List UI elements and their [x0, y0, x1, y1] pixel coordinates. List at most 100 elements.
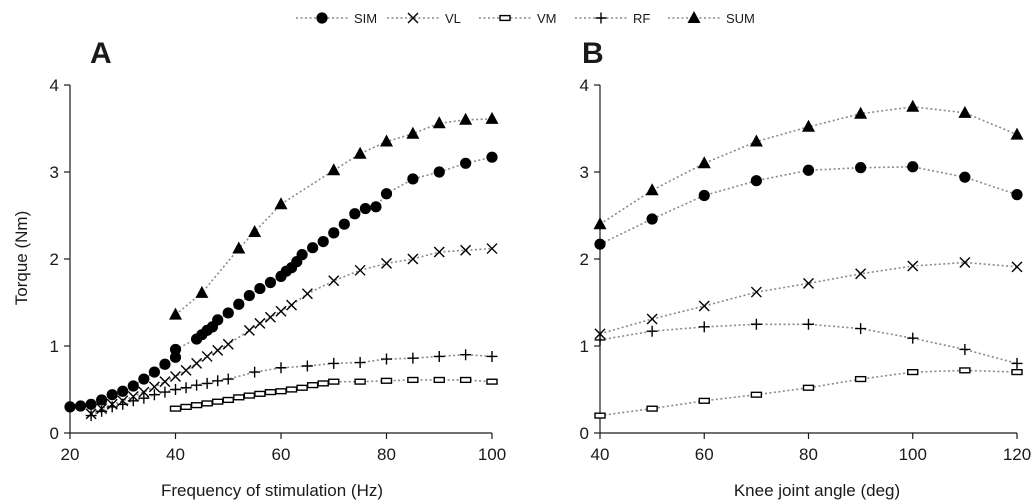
panel-a-x-axis-label: Frequency of stimulation (Hz) — [161, 481, 383, 500]
panel-b-point-sim — [855, 162, 867, 174]
panel-a-point-vm — [317, 380, 329, 387]
panel-a-point-sim — [64, 401, 76, 413]
legend-marker-vm — [499, 14, 511, 22]
panel-b-point-sum — [697, 156, 711, 169]
panel-a-series-line-sum — [174, 118, 493, 316]
panel-b-point-vl — [698, 300, 710, 312]
panel-a-point-vl — [275, 305, 287, 317]
panel-a-point-rf — [201, 377, 213, 389]
panel-a-point-rf — [127, 395, 139, 407]
panel-a-point-vl — [433, 246, 445, 258]
panel-a-point-vl — [301, 288, 313, 300]
panel-a-point-vl — [201, 350, 213, 362]
panel-a-point-vm — [180, 403, 192, 411]
panel-a-point-sum — [327, 163, 341, 176]
panel-a-point-vm — [201, 400, 213, 407]
panel-a-point-rf — [117, 398, 129, 410]
panel-a-point-vm — [211, 398, 224, 405]
panel-a-point-vl — [486, 243, 498, 255]
panel-a-point-vl — [191, 357, 203, 369]
panel-b-point-vl — [750, 286, 762, 298]
panel-a-point-vm — [190, 402, 203, 409]
panel-a-y-tick-label: 1 — [50, 337, 59, 356]
panel-a-point-vl — [180, 364, 192, 376]
panel-b-point-vl — [1011, 261, 1023, 273]
panel-b-point-vm — [594, 412, 606, 419]
panel-a-point-sim — [370, 201, 382, 213]
panel-a-point-sim — [338, 218, 350, 230]
panel-b-point-vm — [646, 405, 658, 412]
panel-a-point-vl — [159, 376, 171, 388]
panel-a-x-tick-label: 100 — [478, 445, 506, 464]
panel-b-point-vm — [802, 384, 815, 391]
panel-a-letter: A — [90, 37, 112, 70]
panel-a-point-rf — [354, 357, 366, 369]
panel-a-point-sum — [195, 285, 209, 298]
panel-b-point-sum — [854, 106, 868, 119]
panel-a-point-sum — [232, 241, 246, 254]
panel-a-point-sim — [243, 289, 255, 302]
panel-a-point-sim — [138, 373, 150, 385]
panel-a-point-sim — [148, 366, 160, 378]
panel-a-point-sim — [169, 351, 182, 363]
panel-a-point-rf — [148, 389, 160, 401]
panel-b-point-sim — [594, 238, 606, 250]
panel-b-point-rf — [803, 318, 814, 330]
panel-a-point-vm — [433, 376, 445, 384]
panel-b-point-vl — [907, 260, 919, 272]
panel-a-point-vl — [460, 244, 472, 256]
panel-a-point-rf — [191, 379, 203, 391]
panel-a-point-sum — [248, 225, 262, 238]
panel-a-point-sim — [222, 307, 234, 319]
panel-a-point-sum — [406, 126, 420, 139]
panel-a-point-rf — [301, 360, 313, 372]
panel-a-series-line-rf — [90, 353, 493, 417]
panel-a-point-vm — [264, 389, 277, 396]
panel-a-point-vm — [407, 376, 419, 384]
panel-a-point-vl — [138, 386, 150, 398]
panel-b-point-rf — [959, 343, 971, 355]
panel-b-point-rf — [1011, 357, 1023, 369]
panel-a-point-sim — [254, 282, 266, 295]
panel-a-point-rf — [159, 386, 171, 398]
panel-a-point-sum — [274, 197, 288, 210]
panel-b-point-rf — [698, 321, 710, 333]
legend-marker-sim — [316, 12, 328, 24]
panel-b-point-sim — [1011, 189, 1023, 201]
legend-label-vm: VM — [537, 11, 557, 26]
panel-a-x-tick-label: 60 — [272, 445, 291, 464]
panel-a-y-tick-label: 2 — [50, 250, 59, 269]
panel-b-x-tick-label: 120 — [1003, 445, 1031, 464]
panel-a-x-tick-label: 20 — [61, 445, 80, 464]
panel-a-point-sim — [159, 358, 171, 370]
panel-b-point-rf — [750, 318, 762, 330]
panel-b-point-sum — [802, 119, 815, 132]
panel-a-point-vl — [286, 299, 298, 311]
panel-a-point-vm — [254, 390, 266, 397]
panel-b-point-vl — [594, 328, 606, 340]
panel-b-point-sum — [1010, 127, 1024, 140]
panel-b-point-sum — [593, 217, 607, 230]
panel-b-y-tick-label: 2 — [580, 250, 589, 269]
panel-b-y-tick-label: 0 — [580, 424, 589, 443]
panel-a-point-rf — [180, 382, 192, 394]
panel-a-point-vm — [328, 378, 340, 385]
panel-a-point-sim — [486, 151, 498, 163]
panel-a-y-tick-label: 0 — [50, 424, 59, 443]
panel-a-point-vm — [233, 394, 245, 401]
panel-b-point-rf — [907, 332, 919, 344]
panel-b-point-rf — [646, 325, 658, 337]
panel-a-point-sum — [353, 146, 367, 159]
panel-a-point-rf — [407, 352, 419, 364]
panel-b-point-rf — [594, 334, 606, 346]
panel-a-point-rf — [138, 392, 150, 404]
panel-b-point-sim — [802, 164, 815, 176]
panel-a-point-sim — [296, 249, 308, 261]
panel-a-point-vl — [381, 257, 392, 269]
panel-a-x-tick-label: 80 — [377, 445, 396, 464]
panel-b-series-line-vl — [599, 261, 1018, 335]
legend-label-sim: SIM — [354, 11, 377, 26]
panel-a-y-axis-label: Torque (Nm) — [12, 211, 31, 305]
panel-a-point-rf — [212, 375, 224, 387]
panel-a-point-vl — [170, 370, 181, 382]
